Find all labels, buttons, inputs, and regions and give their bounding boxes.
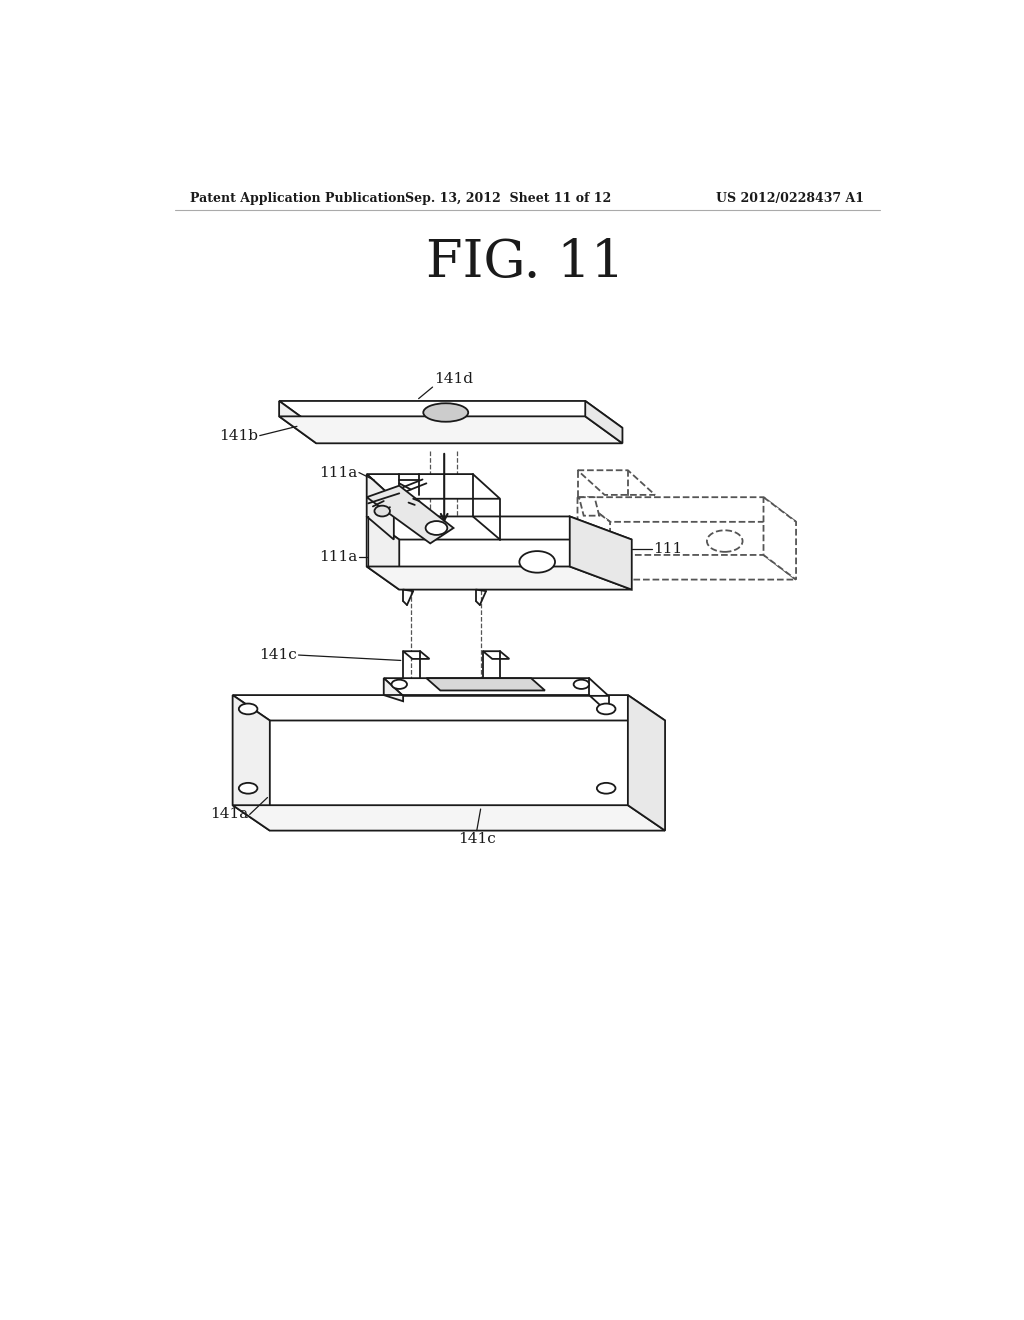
Text: 111a: 111a [319, 466, 357, 479]
Ellipse shape [375, 506, 390, 516]
Text: 141c: 141c [259, 648, 297, 663]
Polygon shape [232, 696, 270, 830]
Text: 141b: 141b [219, 429, 258, 442]
Polygon shape [232, 696, 665, 721]
Polygon shape [764, 498, 796, 579]
Polygon shape [578, 498, 796, 521]
Text: 141c: 141c [458, 832, 496, 846]
Ellipse shape [597, 704, 615, 714]
Ellipse shape [239, 704, 257, 714]
Text: 141d: 141d [434, 371, 473, 385]
Polygon shape [403, 651, 429, 659]
Text: FIG. 11: FIG. 11 [426, 236, 624, 288]
Ellipse shape [519, 552, 555, 573]
Polygon shape [367, 516, 632, 540]
Polygon shape [384, 678, 608, 696]
Polygon shape [628, 696, 665, 830]
Polygon shape [367, 516, 399, 590]
Polygon shape [280, 416, 623, 444]
Polygon shape [384, 678, 403, 701]
Text: US 2012/0228437 A1: US 2012/0228437 A1 [716, 191, 864, 205]
Ellipse shape [423, 404, 468, 422]
Polygon shape [280, 401, 623, 428]
Polygon shape [367, 474, 500, 499]
Polygon shape [232, 805, 665, 830]
Polygon shape [579, 498, 599, 516]
Ellipse shape [597, 783, 615, 793]
Polygon shape [569, 516, 632, 590]
Text: Patent Application Publication: Patent Application Publication [190, 191, 406, 205]
Text: 111: 111 [653, 541, 683, 556]
Polygon shape [578, 470, 655, 495]
Text: 141a: 141a [210, 808, 248, 821]
Ellipse shape [391, 680, 407, 689]
Polygon shape [426, 678, 545, 690]
Text: 111a: 111a [319, 550, 357, 564]
Polygon shape [280, 401, 316, 444]
Text: Sep. 13, 2012  Sheet 11 of 12: Sep. 13, 2012 Sheet 11 of 12 [404, 191, 611, 205]
Polygon shape [578, 498, 610, 579]
Ellipse shape [573, 680, 589, 689]
Polygon shape [367, 486, 454, 544]
Ellipse shape [707, 531, 742, 552]
Polygon shape [367, 566, 632, 590]
Ellipse shape [426, 521, 447, 535]
Ellipse shape [239, 783, 257, 793]
Polygon shape [367, 474, 394, 540]
Polygon shape [483, 651, 509, 659]
Polygon shape [578, 554, 796, 579]
Polygon shape [586, 401, 623, 444]
